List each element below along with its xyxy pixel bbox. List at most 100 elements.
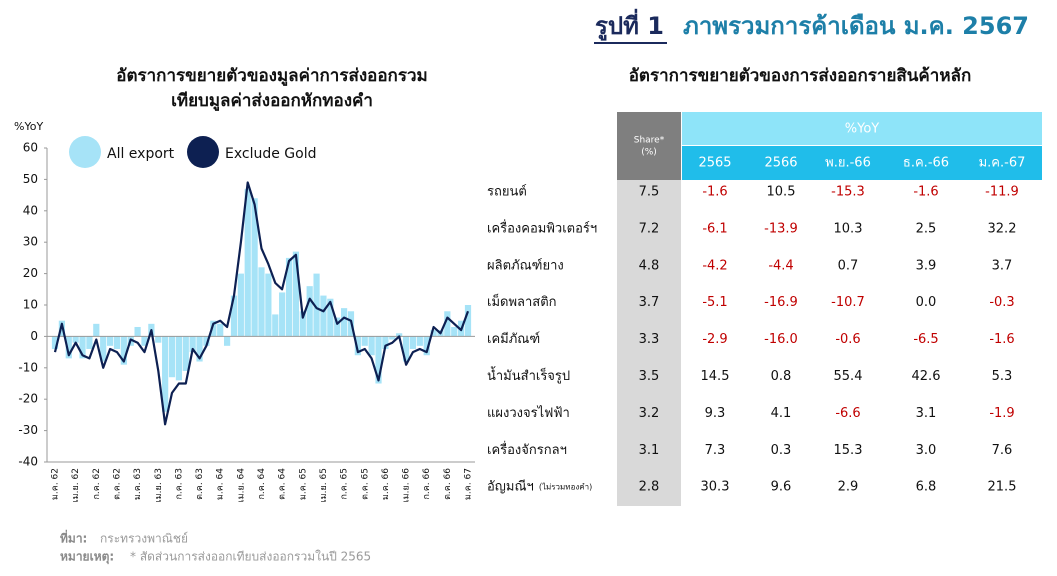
value-cell: -4.4 — [768, 258, 793, 273]
row-name: ผลิตภัณฑ์ยาง — [487, 257, 564, 273]
value-cell: -10.7 — [831, 295, 865, 310]
bar — [306, 286, 313, 337]
y-axis-label: %YoY — [14, 120, 43, 133]
x-tick-label: ม.ค. 67 — [464, 468, 474, 500]
bar — [72, 336, 79, 343]
value-cell: -16.9 — [764, 295, 798, 310]
value-cell: 5.3 — [992, 369, 1013, 384]
page-title: ภาพรวมการค้าเดือน ม.ค. 2567 — [683, 12, 1029, 40]
bar — [79, 336, 86, 359]
share-cell: 3.3 — [639, 332, 660, 347]
y-tick-label: -30 — [18, 423, 38, 437]
bar — [93, 323, 100, 337]
source-label: ที่มา: — [60, 530, 87, 546]
bar — [134, 326, 141, 337]
value-cell: -13.9 — [764, 221, 798, 236]
bar — [416, 336, 423, 346]
bar — [327, 298, 334, 337]
bar — [368, 336, 375, 356]
bar — [230, 295, 238, 337]
value-cell: 9.3 — [705, 406, 726, 421]
value-cell: -6.5 — [913, 332, 938, 347]
x-tick-label: เม.ย. 65 — [319, 468, 329, 502]
value-cell: 42.6 — [912, 369, 941, 384]
column-header: พ.ย.-66 — [825, 156, 871, 171]
y-tick-label: 50 — [23, 172, 38, 186]
bar — [217, 323, 224, 337]
bar — [182, 336, 189, 371]
bar — [389, 336, 396, 340]
y-tick-label: 30 — [23, 235, 38, 249]
y-tick-label: -20 — [18, 392, 38, 406]
value-cell: 55.4 — [834, 369, 863, 384]
x-tick-label: เม.ย. 63 — [154, 468, 164, 502]
x-tick-label: ก.ค. 66 — [422, 468, 432, 500]
bar — [51, 336, 59, 349]
value-cell: 2.9 — [838, 480, 859, 495]
y-tick-label: 60 — [23, 141, 38, 155]
bar — [423, 336, 430, 356]
share-cell: 3.7 — [639, 295, 660, 310]
bar — [237, 273, 244, 337]
bar — [285, 257, 293, 337]
x-tick-label: เม.ย. 64 — [236, 468, 246, 503]
value-cell: -0.3 — [989, 295, 1014, 310]
value-cell: 2.5 — [916, 221, 937, 236]
value-cell: -11.9 — [985, 185, 1019, 200]
bar — [100, 336, 107, 362]
x-tick-label: ต.ค. 63 — [195, 468, 205, 500]
x-tick-label: ก.ค. 63 — [174, 468, 184, 500]
y-tick-label: 20 — [23, 266, 38, 280]
value-cell: -15.3 — [831, 185, 865, 200]
bar — [265, 273, 272, 337]
row-name: เคมีภัณฑ์ — [487, 331, 540, 347]
share-header: Share* — [634, 136, 665, 146]
value-cell: -4.2 — [702, 258, 727, 273]
bar — [451, 326, 458, 337]
column-header: ธ.ค.-66 — [903, 156, 949, 171]
value-cell: 4.1 — [771, 406, 792, 421]
share-cell: 7.5 — [639, 185, 660, 200]
x-tick-label: ม.ค. 64 — [216, 468, 226, 500]
bar — [334, 317, 341, 337]
x-tick-label: ต.ค. 66 — [443, 468, 453, 500]
share-column — [617, 180, 681, 506]
bar — [120, 336, 127, 365]
value-cell: 10.5 — [767, 185, 796, 200]
bar — [175, 336, 182, 381]
bar — [354, 336, 361, 356]
bar — [299, 311, 306, 337]
x-tick-label: เม.ย. 62 — [71, 468, 81, 502]
row-name: เครื่องจักรกลฯ — [487, 441, 567, 458]
share-cell: 3.5 — [639, 369, 660, 384]
column-header: 2565 — [698, 156, 731, 171]
value-cell: 0.0 — [916, 295, 937, 310]
value-cell: -1.6 — [913, 185, 938, 200]
value-cell: 15.3 — [834, 443, 863, 458]
legend-label: All export — [107, 146, 175, 162]
bar — [375, 336, 382, 384]
value-cell: 0.8 — [771, 369, 792, 384]
x-tick-label: ต.ค. 64 — [278, 468, 288, 500]
bar — [313, 273, 320, 337]
x-tick-label: ม.ค. 62 — [51, 468, 61, 500]
x-tick-label: เม.ย. 66 — [402, 468, 412, 503]
x-tick-label: ม.ค. 66 — [381, 468, 391, 500]
value-cell: 30.3 — [701, 480, 730, 495]
bar — [258, 267, 265, 337]
share-cell: 2.8 — [639, 480, 660, 495]
note-label: หมายเหตุ: — [60, 550, 114, 565]
bar — [210, 320, 217, 337]
row-name: น้ำมันสำเร็จรูป — [487, 366, 570, 384]
value-cell: 7.3 — [705, 443, 726, 458]
bar — [361, 336, 368, 346]
bar — [244, 188, 251, 337]
line — [53, 181, 470, 426]
x-tick-label: ก.ค. 65 — [340, 468, 350, 500]
value-cell: -16.0 — [764, 332, 798, 347]
figure-label: รูปที่ 1 — [595, 8, 664, 41]
bar — [464, 305, 472, 337]
note: * สัดส่วนการส่งออกเทียบส่งออกรวมในปี 256… — [130, 550, 371, 564]
value-cell: 3.9 — [916, 258, 937, 273]
bar — [106, 336, 114, 346]
